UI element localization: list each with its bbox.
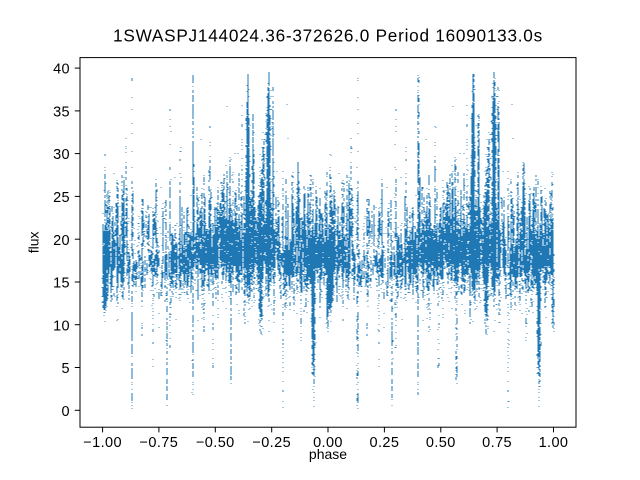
svg-text:−1.00: −1.00 [83, 435, 122, 451]
svg-text:−0.25: −0.25 [252, 435, 291, 451]
svg-text:flux: flux [26, 232, 42, 254]
svg-text:40: 40 [53, 62, 70, 78]
svg-text:15: 15 [53, 276, 70, 292]
svg-text:phase: phase [309, 446, 347, 462]
svg-text:1.00: 1.00 [539, 435, 569, 451]
svg-text:25: 25 [53, 190, 70, 206]
svg-text:−0.50: −0.50 [196, 435, 235, 451]
svg-text:1SWASPJ144024.36-372626.0 Peri: 1SWASPJ144024.36-372626.0 Period 1609013… [113, 26, 543, 46]
svg-text:0: 0 [62, 404, 70, 420]
svg-text:30: 30 [53, 147, 70, 163]
svg-text:−0.75: −0.75 [140, 435, 179, 451]
svg-text:20: 20 [53, 233, 70, 249]
svg-text:0.75: 0.75 [482, 435, 512, 451]
svg-text:0.50: 0.50 [426, 435, 456, 451]
svg-text:0.00: 0.00 [313, 435, 343, 451]
svg-text:5: 5 [62, 361, 70, 377]
svg-text:0.25: 0.25 [369, 435, 399, 451]
svg-text:10: 10 [53, 318, 70, 334]
svg-text:35: 35 [53, 105, 70, 121]
